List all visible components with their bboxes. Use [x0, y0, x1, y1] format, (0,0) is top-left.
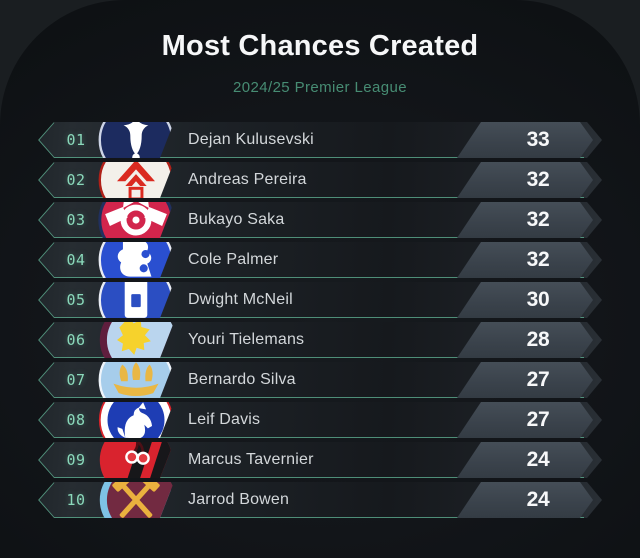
leaderboard-row: 10 Jarrod Bowen 24: [38, 482, 602, 518]
rank-label: 02: [66, 171, 86, 189]
value-label: 30: [526, 288, 550, 311]
rank-label: 06: [66, 331, 86, 349]
leaderboard-row: 07 Bernardo Silva 27: [38, 362, 602, 398]
value-label: 24: [526, 488, 550, 511]
value-chevron: 27: [457, 362, 593, 398]
value-label: 32: [526, 168, 550, 191]
value-chevron: 32: [457, 162, 593, 198]
leaderboard: 01 Dejan Kulusevski 33 02 Andreas Pereir…: [38, 122, 602, 522]
value-chevron: 24: [457, 442, 593, 478]
player-name: Marcus Tavernier: [188, 451, 314, 468]
player-name: Andreas Pereira: [188, 171, 307, 188]
leaderboard-row: 05 Dwight McNeil 30: [38, 282, 602, 318]
club-badge-ipswich-icon: [98, 402, 174, 438]
row-outline: [38, 362, 584, 398]
club-badge-aston-villa-icon: [98, 322, 174, 358]
leaderboard-row: 02 Andreas Pereira 32: [38, 162, 602, 198]
rank-label: 09: [66, 451, 86, 469]
leaderboard-row: 04 Cole Palmer 32: [38, 242, 602, 278]
player-name: Youri Tielemans: [188, 331, 305, 348]
value-label: 27: [526, 368, 550, 391]
row-outline: [38, 482, 584, 518]
player-name: Dejan Kulusevski: [188, 131, 314, 148]
leaderboard-row: 06 Youri Tielemans 28: [38, 322, 602, 358]
row-outline: [38, 162, 584, 198]
value-chevron: 32: [457, 242, 593, 278]
value-label: 24: [526, 448, 550, 471]
rank-label: 05: [66, 291, 86, 309]
player-name: Bernardo Silva: [188, 371, 296, 388]
club-badge-west-ham-icon: [98, 482, 174, 518]
row-outline: [38, 242, 584, 278]
value-chevron: 27: [457, 402, 593, 438]
page-subtitle: 2024/25 Premier League: [233, 79, 407, 96]
value-label: 28: [526, 328, 550, 351]
player-name: Dwight McNeil: [188, 291, 293, 308]
row-outline: [38, 322, 584, 358]
player-name: Jarrod Bowen: [188, 491, 290, 508]
row-outline: [38, 402, 584, 438]
leaderboard-row: 09 Marcus Tavernier 24: [38, 442, 602, 478]
value-chevron: 28: [457, 322, 593, 358]
player-name: Cole Palmer: [188, 251, 279, 268]
value-chevron: 33: [457, 122, 593, 158]
rank-label: 04: [66, 251, 86, 269]
row-outline: [38, 282, 584, 318]
value-label: 33: [526, 128, 550, 151]
rank-label: 03: [66, 211, 86, 229]
value-label: 32: [526, 248, 550, 271]
value-chevron: 24: [457, 482, 593, 518]
rank-label: 08: [66, 411, 86, 429]
value-chevron: 30: [457, 282, 593, 318]
row-outline: [38, 442, 584, 478]
value-chevron: 32: [457, 202, 593, 238]
leaderboard-row: 08 Leif Davis 27: [38, 402, 602, 438]
club-badge-bournemouth-icon: [98, 442, 174, 478]
leaderboard-row: 03 Bukayo Saka 32: [38, 202, 602, 238]
leaderboard-row: 01 Dejan Kulusevski 33: [38, 122, 602, 158]
row-outline: [38, 122, 584, 158]
value-label: 32: [526, 208, 550, 231]
rank-label: 10: [66, 491, 86, 509]
rank-label: 07: [66, 371, 86, 389]
row-outline: [38, 202, 584, 238]
club-badge-chelsea-icon: [98, 242, 174, 278]
player-name: Leif Davis: [188, 411, 261, 428]
page-title: Most Chances Created: [161, 30, 479, 62]
value-label: 27: [526, 408, 550, 431]
rank-label: 01: [66, 131, 86, 149]
player-name: Bukayo Saka: [188, 211, 285, 228]
